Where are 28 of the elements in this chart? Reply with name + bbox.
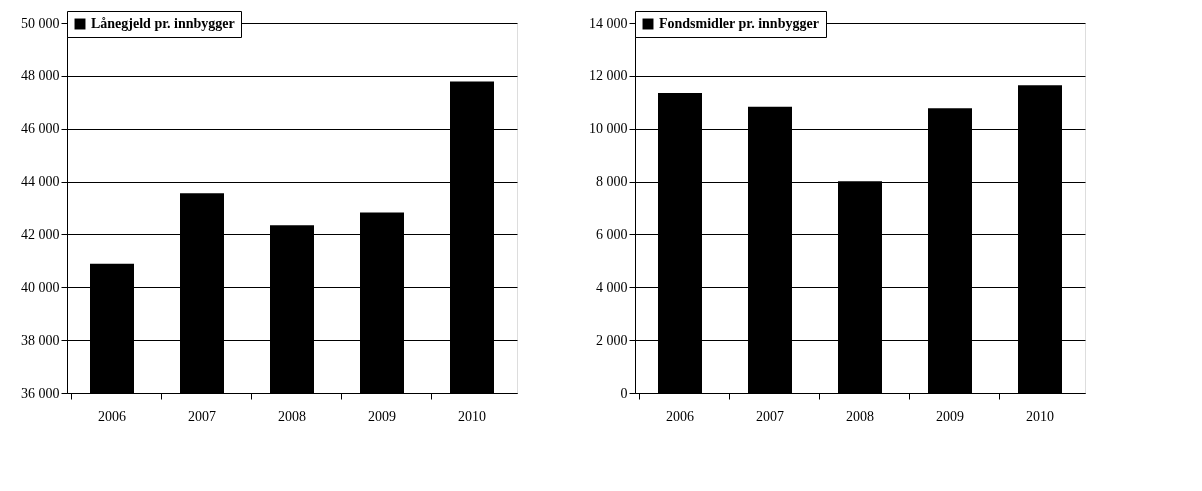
x-tick-label: 2007 [188, 408, 216, 424]
y-tick-label: 4 000 [596, 279, 628, 295]
y-tick-label: 36 000 [21, 385, 60, 401]
y-tick-label: 48 000 [21, 68, 60, 84]
y-tick-label: 2 000 [596, 332, 628, 348]
x-tick-label: 2007 [756, 408, 784, 424]
y-tick-label: 12 000 [589, 68, 628, 84]
y-tick-label: 46 000 [21, 121, 60, 137]
x-tick-label: 2006 [98, 408, 126, 424]
y-tick-label: 14 000 [589, 15, 628, 31]
x-tick-label: 2010 [1026, 408, 1054, 424]
x-tick-label: 2009 [368, 408, 396, 424]
legend-label: Fondsmidler pr. innbygger [659, 16, 819, 31]
y-tick-label: 10 000 [589, 121, 628, 137]
x-tick-label: 2006 [666, 408, 694, 424]
legend-label: Lånegjeld pr. innbygger [91, 16, 235, 31]
y-tick-label: 40 000 [21, 279, 60, 295]
y-tick-label: 42 000 [21, 226, 60, 242]
x-tick-label: 2009 [936, 408, 964, 424]
y-tick-label: 44 000 [21, 174, 60, 190]
y-tick-label: 6 000 [596, 226, 628, 242]
x-tick-label: 2010 [458, 408, 486, 424]
y-tick-label: 8 000 [596, 174, 628, 190]
y-tick-label: 50 000 [21, 15, 60, 31]
y-tick-label: 38 000 [21, 332, 60, 348]
x-tick-label: 2008 [846, 408, 874, 424]
y-tick-label: 0 [620, 385, 628, 401]
x-tick-label: 2008 [278, 408, 306, 424]
